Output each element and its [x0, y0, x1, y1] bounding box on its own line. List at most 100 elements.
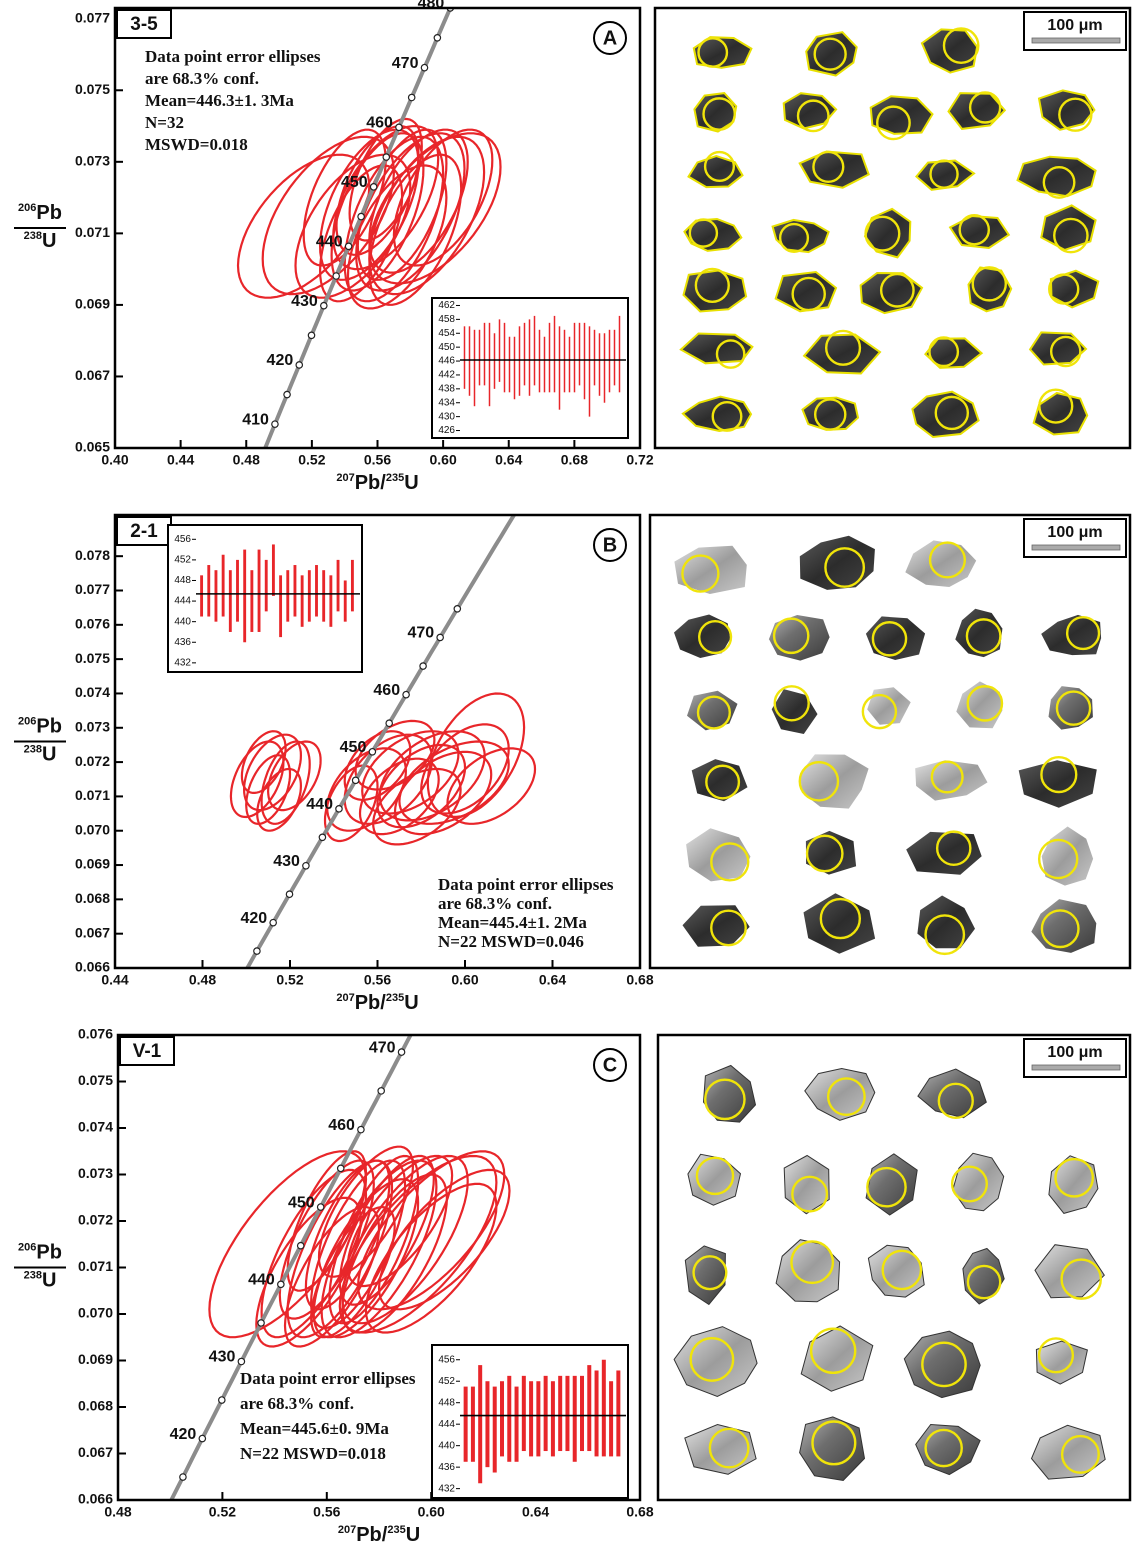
y-tick-label: 0.067: [75, 367, 110, 383]
concordia-age-label: 420: [267, 352, 294, 369]
age-bar: [504, 323, 506, 392]
x-tick-label: 0.48: [233, 452, 260, 468]
label-text: U: [42, 1270, 56, 1292]
age-bar: [519, 326, 521, 395]
age-bar: [494, 333, 496, 389]
y-tick-label: 0.068: [75, 890, 110, 906]
label-text: Pb/: [356, 1524, 388, 1546]
label-superscript: 235: [386, 472, 404, 484]
age-bar: [539, 330, 541, 393]
x-tick-label: 0.44: [101, 972, 128, 988]
concordia-age-label: 440: [306, 796, 333, 813]
age-bar: [322, 570, 325, 621]
age-bar: [614, 330, 616, 386]
inset-y-tick-label: 436: [438, 1462, 455, 1473]
annotation: N=22 MSWD=0.018: [240, 1444, 386, 1463]
concordia-tick: [369, 749, 375, 755]
concordia-tick: [437, 634, 443, 640]
age-bar: [619, 316, 621, 392]
y-tick-label: 0.075: [75, 650, 110, 666]
concordia-dot: [338, 1165, 344, 1171]
concordia-dot: [298, 1242, 304, 1248]
concordia-age-label: 430: [291, 293, 318, 310]
y-tick-label: 0.067: [75, 924, 110, 940]
age-bar: [489, 323, 491, 406]
age-bar: [534, 316, 536, 385]
concordia-age-label: 450: [288, 1194, 315, 1211]
concordia-tick: [296, 362, 302, 368]
scale-bar: [1032, 545, 1120, 550]
age-bar: [344, 580, 347, 621]
inset-y-tick-label: 440: [174, 616, 191, 627]
inset-y-tick-label: 434: [438, 397, 455, 408]
y-tick-label: 0.075: [78, 1072, 113, 1088]
label-superscript: 238: [24, 743, 42, 755]
x-tick-label: 0.52: [209, 1504, 236, 1520]
age-bar: [286, 570, 289, 621]
age-bar: [509, 337, 511, 393]
concordia-age-label: 420: [170, 1426, 197, 1443]
concordia-age-label: 470: [369, 1039, 396, 1056]
concordia-age-label: 430: [209, 1349, 236, 1366]
label-text: Pb: [36, 1242, 62, 1264]
age-bar: [569, 337, 571, 393]
inset-y-tick-label: 436: [174, 637, 191, 648]
concordia-dot: [454, 606, 460, 612]
age-bar: [485, 1381, 489, 1467]
concordia-age-label: 450: [341, 174, 368, 191]
age-bar: [616, 1370, 620, 1456]
label-text: U: [404, 992, 418, 1014]
age-bar: [529, 1381, 533, 1456]
age-bar: [279, 575, 282, 637]
concordia-age-label: 430: [273, 853, 300, 870]
age-bar: [243, 550, 246, 643]
concordia-tick: [238, 1358, 244, 1364]
age-bar: [250, 570, 253, 632]
y-tick-label: 0.075: [75, 81, 110, 97]
y-tick-label: 0.077: [75, 9, 110, 25]
concordia-age-label: 470: [407, 625, 434, 642]
age-bar: [479, 330, 481, 386]
concordia-age-label: 440: [316, 234, 343, 251]
age-bar: [544, 337, 546, 393]
age-bar: [308, 570, 311, 621]
age-bar: [294, 565, 297, 616]
age-bar: [464, 326, 466, 389]
concordia-age-label: 450: [340, 739, 367, 756]
age-bar: [337, 560, 340, 611]
y-tick-label: 0.071: [75, 224, 110, 240]
age-bar: [604, 333, 606, 402]
y-tick-label: 0.071: [78, 1258, 113, 1274]
inset-y-tick-label: 454: [438, 328, 455, 339]
x-tick-label: 0.68: [626, 1504, 653, 1520]
x-tick-label: 0.64: [539, 972, 566, 988]
age-bar: [536, 1381, 540, 1456]
concordia-tick: [270, 919, 276, 925]
scale-bar: [1032, 38, 1120, 43]
concordia-tick: [345, 243, 351, 249]
age-bar: [522, 1376, 526, 1451]
age-bar: [200, 575, 203, 616]
concordia-tick: [321, 302, 327, 308]
panel-letter: B: [603, 534, 617, 556]
concordia-tick: [370, 184, 376, 190]
inset-y-tick-label: 462: [438, 300, 455, 311]
inset-y-tick-label: 448: [174, 575, 191, 586]
age-bar: [602, 1360, 606, 1457]
y-tick-label: 0.073: [75, 153, 110, 169]
label-superscript: 206: [18, 202, 36, 214]
label-superscript: 207: [336, 992, 354, 1004]
inset-y-tick-label: 426: [438, 425, 455, 436]
inset-y-tick-label: 442: [438, 370, 455, 381]
concordia-dot: [386, 720, 392, 726]
inset-y-tick-label: 446: [438, 356, 455, 367]
age-bar: [265, 560, 268, 611]
age-bar: [474, 330, 476, 406]
label-text: U: [406, 1524, 420, 1546]
concordia-dot: [284, 391, 290, 397]
concordia-dot: [258, 1320, 264, 1326]
age-bar: [484, 323, 486, 386]
inset-y-tick-label: 432: [174, 657, 191, 668]
y-tick-label: 0.073: [75, 718, 110, 734]
annotation: MSWD=0.018: [145, 135, 248, 154]
